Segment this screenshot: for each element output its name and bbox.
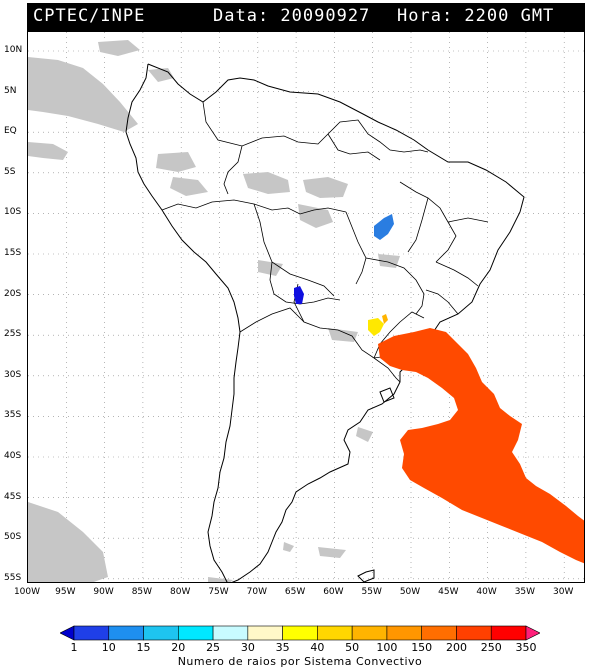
date-label: Data: 20090927 xyxy=(213,6,371,26)
legend-value-label: 40 xyxy=(310,641,325,654)
lat-label: 30S xyxy=(4,369,22,380)
legend-value-label: 150 xyxy=(411,641,433,654)
legend-value-label: 350 xyxy=(515,641,537,654)
lon-label: 65W xyxy=(284,587,306,597)
time-label: Hora: 2200 GMT xyxy=(397,6,555,26)
lat-label: EQ xyxy=(4,126,17,137)
lon-label: 85W xyxy=(131,587,153,597)
lon-label: 90W xyxy=(93,587,114,597)
lon-label: 50W xyxy=(399,587,421,597)
legend-swatch xyxy=(212,625,249,641)
map-svg xyxy=(28,32,584,582)
lat-label: 5N xyxy=(4,85,17,96)
lat-label: 55S xyxy=(4,572,22,583)
legend-value-label: 250 xyxy=(480,641,502,654)
cluster-blue-light xyxy=(374,214,394,240)
legend-value-label: 25 xyxy=(206,641,221,654)
legend-value-label: 35 xyxy=(275,641,290,654)
legend-caption: Numero de raios por Sistema Convectivo xyxy=(177,655,423,668)
legend-swatch xyxy=(317,625,353,641)
legend-swatch xyxy=(421,625,457,641)
legend-swatch xyxy=(386,625,422,641)
lat-label: 15S xyxy=(4,248,22,258)
lat-label: 20S xyxy=(4,288,22,299)
agency-label: CPTEC/INPE xyxy=(33,6,146,26)
legend-value-label: 30 xyxy=(240,641,255,654)
lon-label: 30W xyxy=(553,587,574,597)
lon-label: 35W xyxy=(514,587,536,597)
legend-value-label: 50 xyxy=(345,641,360,654)
cluster-blue-dark xyxy=(294,286,304,304)
lon-label: 70W xyxy=(246,587,267,597)
legend-swatch xyxy=(247,625,283,641)
lat-label: 35S xyxy=(4,410,22,421)
lon-label: 100W xyxy=(13,587,41,597)
lat-label: 25S xyxy=(4,329,22,340)
legend-value-label: 100 xyxy=(376,641,398,654)
lon-label: 45W xyxy=(438,587,459,597)
legend-value-label: 20 xyxy=(171,641,186,654)
legend-value-label: 200 xyxy=(445,641,467,654)
lon-label: 40W xyxy=(476,587,497,597)
cloud-cover xyxy=(28,40,400,582)
map-frame xyxy=(27,31,585,583)
lat-label: 10S xyxy=(4,207,22,218)
lon-label: 95W xyxy=(55,587,76,597)
country-borders xyxy=(161,101,489,383)
legend-swatch xyxy=(143,625,179,641)
lightning-legend: 1 10 15 20 25 30 35 40 50 100 150 200 250 350 Numero … xyxy=(59,625,541,668)
legend-swatch xyxy=(73,625,110,641)
legend-arrow-high xyxy=(525,625,541,641)
lon-label: 75W xyxy=(208,587,229,597)
lat-label: 45S xyxy=(4,491,22,502)
legend-value-label: 10 xyxy=(101,641,116,654)
legend-swatch xyxy=(351,625,388,641)
legend-swatch xyxy=(456,625,492,641)
lightning-clusters xyxy=(294,214,584,564)
lon-label: 60W xyxy=(323,587,344,597)
title-bar: CPTEC/INPE Data: 20090927 Hora: 2200 GMT xyxy=(27,3,585,31)
lat-label: 10N xyxy=(4,45,23,55)
lat-label: 5S xyxy=(4,166,16,177)
cluster-large-orange xyxy=(378,328,584,564)
legend-swatch xyxy=(282,625,318,641)
legend-colorbar xyxy=(59,625,541,641)
lat-label: 50S xyxy=(4,532,22,543)
lon-label: 55W xyxy=(361,587,382,597)
legend-arrow-low xyxy=(59,625,75,641)
cluster-yellow xyxy=(368,318,384,336)
lon-label: 80W xyxy=(170,587,191,597)
legend-value-label: 15 xyxy=(136,641,151,654)
legend-swatch xyxy=(178,625,214,641)
lat-label: 40S xyxy=(4,451,22,461)
legend-swatch xyxy=(490,625,527,641)
legend-value-label: 1 xyxy=(70,641,78,654)
cluster-orange-small xyxy=(382,314,388,324)
legend-swatch xyxy=(108,625,144,641)
